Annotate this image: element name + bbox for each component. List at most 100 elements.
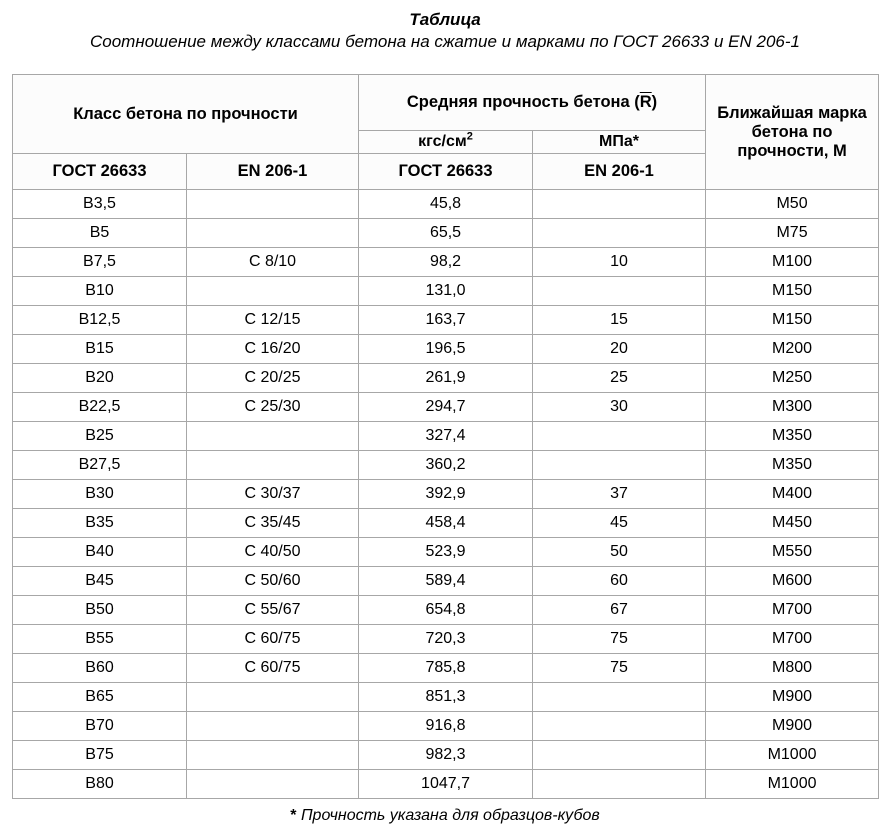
- cell-gost_class: В12,5: [13, 306, 187, 335]
- cell-en_class: C 16/20: [187, 335, 359, 364]
- cell-gost_class: В3,5: [13, 190, 187, 219]
- cell-gost_class: В22,5: [13, 393, 187, 422]
- table-title: Таблица: [12, 10, 878, 30]
- cell-en_class: [187, 277, 359, 306]
- cell-gost_strength: 392,9: [359, 480, 533, 509]
- cell-mark: М400: [706, 480, 879, 509]
- cell-gost_strength: 458,4: [359, 509, 533, 538]
- cell-en_class: C 35/45: [187, 509, 359, 538]
- cell-mark: М450: [706, 509, 879, 538]
- cell-mark: М900: [706, 683, 879, 712]
- cell-en_strength: 50: [533, 538, 706, 567]
- table-row: В15C 16/20196,520М200: [13, 335, 879, 364]
- cell-mark: М75: [706, 219, 879, 248]
- header-avg-strength-prefix: Средняя прочность бетона (: [407, 93, 640, 111]
- header-gost-class: ГОСТ 26633: [13, 154, 187, 190]
- cell-mark: М1000: [706, 770, 879, 799]
- cell-en_strength: 30: [533, 393, 706, 422]
- cell-en_class: [187, 683, 359, 712]
- units-kgf-sup: 2: [467, 131, 473, 143]
- cell-gost_strength: 131,0: [359, 277, 533, 306]
- header-en-class: EN 206-1: [187, 154, 359, 190]
- cell-en_class: [187, 219, 359, 248]
- cell-gost_strength: 720,3: [359, 625, 533, 654]
- units-kgf-text: кгс/см: [418, 133, 467, 150]
- cell-mark: М150: [706, 277, 879, 306]
- cell-en_strength: 25: [533, 364, 706, 393]
- cell-gost_class: В40: [13, 538, 187, 567]
- cell-gost_strength: 163,7: [359, 306, 533, 335]
- cell-gost_strength: 261,9: [359, 364, 533, 393]
- cell-gost_strength: 45,8: [359, 190, 533, 219]
- cell-en_strength: 75: [533, 625, 706, 654]
- cell-gost_strength: 1047,7: [359, 770, 533, 799]
- table-row: В12,5C 12/15163,715М150: [13, 306, 879, 335]
- cell-en_strength: [533, 190, 706, 219]
- cell-en_strength: 67: [533, 596, 706, 625]
- cell-gost_strength: 916,8: [359, 712, 533, 741]
- table-subtitle: Соотношение между классами бетона на сжа…: [12, 32, 878, 52]
- cell-en_strength: [533, 683, 706, 712]
- table-row: В10 131,0 М150: [13, 277, 879, 306]
- cell-en_strength: 75: [533, 654, 706, 683]
- units-mpa-text: МПа: [599, 133, 633, 150]
- cell-mark: М200: [706, 335, 879, 364]
- cell-gost_class: В15: [13, 335, 187, 364]
- cell-gost_strength: 294,7: [359, 393, 533, 422]
- cell-en_strength: 45: [533, 509, 706, 538]
- cell-en_class: C 50/60: [187, 567, 359, 596]
- table-row: В40C 40/50523,950М550: [13, 538, 879, 567]
- table-row: В27,5360,2М350: [13, 451, 879, 480]
- cell-gost_strength: 327,4: [359, 422, 533, 451]
- cell-gost_strength: 851,3: [359, 683, 533, 712]
- table-row: В70 916,8 М900: [13, 712, 879, 741]
- table-row: В65 851,3 М900: [13, 683, 879, 712]
- cell-en_class: C 60/75: [187, 625, 359, 654]
- cell-gost_class: В10: [13, 277, 187, 306]
- table-row: В50C 55/67654,867М700: [13, 596, 879, 625]
- cell-gost_class: В5: [13, 219, 187, 248]
- cell-gost_class: В50: [13, 596, 187, 625]
- cell-gost_class: В60: [13, 654, 187, 683]
- cell-mark: М150: [706, 306, 879, 335]
- cell-en_class: [187, 770, 359, 799]
- cell-mark: М350: [706, 422, 879, 451]
- cell-mark: М1000: [706, 741, 879, 770]
- header-nearest-mark: Ближайшая марка бетона по прочности, М: [706, 75, 879, 190]
- cell-gost_class: В25: [13, 422, 187, 451]
- cell-gost_class: В70: [13, 712, 187, 741]
- concrete-table: Класс бетона по прочности Средняя прочно…: [12, 74, 879, 799]
- table-row: В25 327,4 М350: [13, 422, 879, 451]
- table-row: В45C 50/60589,460М600: [13, 567, 879, 596]
- table-row: В30C 30/37392,937М400: [13, 480, 879, 509]
- cell-en_strength: [533, 277, 706, 306]
- cell-mark: М50: [706, 190, 879, 219]
- table-row: В5 65,5 М75: [13, 219, 879, 248]
- cell-mark: М100: [706, 248, 879, 277]
- cell-en_class: [187, 190, 359, 219]
- cell-gost_strength: 65,5: [359, 219, 533, 248]
- table-row: В20C 20/25261,925М250: [13, 364, 879, 393]
- cell-en_strength: [533, 219, 706, 248]
- cell-gost_class: В27,5: [13, 451, 187, 480]
- cell-gost_class: В65: [13, 683, 187, 712]
- cell-en_strength: 60: [533, 567, 706, 596]
- header-avg-strength-suffix: ): [652, 93, 658, 111]
- header-units-mpa: МПа*: [533, 131, 706, 154]
- cell-gost_class: В30: [13, 480, 187, 509]
- table-row: В7,5C 8/1098,210М100: [13, 248, 879, 277]
- cell-en_class: C 60/75: [187, 654, 359, 683]
- table-row: В75982,3М1000: [13, 741, 879, 770]
- table-row: В35C 35/45458,445М450: [13, 509, 879, 538]
- footnote: * Прочность указана для образцов-кубов: [12, 807, 878, 825]
- table-row: В3,5 45,8 М50: [13, 190, 879, 219]
- cell-en_strength: [533, 451, 706, 480]
- cell-mark: М600: [706, 567, 879, 596]
- cell-mark: М900: [706, 712, 879, 741]
- header-avg-strength-R: R: [640, 93, 652, 111]
- cell-gost_class: В20: [13, 364, 187, 393]
- cell-en_class: C 55/67: [187, 596, 359, 625]
- cell-en_class: [187, 712, 359, 741]
- cell-mark: М800: [706, 654, 879, 683]
- table-row: В22,5C 25/30294,730М300: [13, 393, 879, 422]
